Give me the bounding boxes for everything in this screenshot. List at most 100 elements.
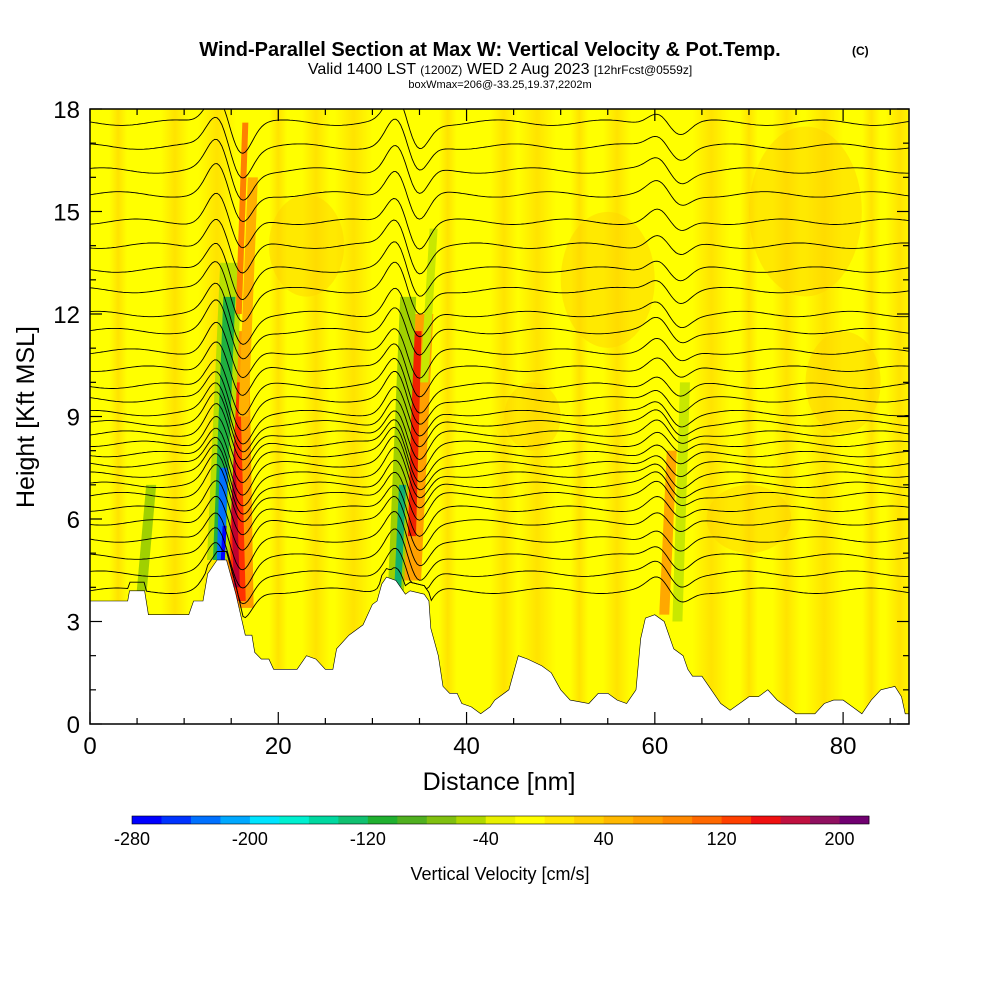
y-tick-label: 6	[67, 507, 80, 534]
updraft-column	[659, 450, 677, 615]
plot-area	[89, 108, 910, 725]
colorbar-swatch	[633, 816, 664, 824]
colorbar-swatch	[692, 816, 722, 824]
theta-contour	[90, 391, 909, 453]
velocity-patch	[560, 211, 655, 348]
colorbar-tick-label: 120	[707, 829, 737, 849]
downdraft-column	[672, 382, 690, 622]
velocity-patch	[504, 382, 561, 451]
theta-contours	[90, 109, 909, 619]
colorbar-swatch	[574, 816, 605, 824]
colorbar-swatch	[397, 816, 428, 824]
colorbar-swatch	[721, 816, 752, 824]
theta-contour	[90, 511, 909, 571]
updraft-band	[603, 109, 632, 724]
theta-contour	[90, 357, 909, 416]
chart-title-mark: (C)	[852, 44, 869, 58]
updraft-band	[862, 109, 881, 724]
theta-contour	[90, 480, 909, 537]
theta-contour	[90, 261, 909, 322]
terrain	[90, 559, 909, 724]
y-axis-label: Height [Kft MSL]	[12, 326, 40, 508]
downdraft-column	[136, 484, 157, 591]
updraft-band	[739, 109, 758, 724]
theta-contour	[90, 453, 909, 515]
colorbar-tick-label: 40	[594, 829, 614, 849]
colorbar-swatch	[161, 816, 192, 824]
box-info: boxWmax=206@-33.25,19.37,2202m	[408, 79, 591, 91]
updraft-band	[570, 109, 589, 724]
colorbar-swatch	[839, 816, 870, 824]
chart-subtitle: Valid 1400 LST (1200Z) WED 2 Aug 2023 [1…	[308, 61, 692, 78]
y-tick-label: 15	[53, 200, 80, 227]
colorbar-swatch	[279, 816, 310, 824]
colorbar-swatch	[426, 816, 457, 824]
theta-contour	[90, 192, 909, 250]
theta-contour	[90, 444, 909, 507]
updraft-band	[692, 109, 731, 724]
colorbar-swatch	[544, 816, 575, 824]
colorbar-swatch	[485, 816, 516, 824]
y-tick-label: 18	[53, 97, 80, 124]
theta-contour	[90, 219, 909, 275]
velocity-patch	[805, 331, 881, 434]
colorbar-swatch	[780, 816, 811, 824]
x-axis-label: Distance [nm]	[423, 768, 576, 796]
downdraft-column	[387, 296, 417, 591]
velocity-patch	[268, 194, 345, 297]
y-tick-label: 12	[53, 302, 80, 329]
colorbar-swatch	[810, 816, 840, 824]
y-tick-labels: 0 3 6 9 12 15 18	[53, 97, 80, 739]
colorbar-swatch	[751, 816, 781, 824]
y-tick-label: 3	[67, 610, 80, 637]
updraft-band	[109, 109, 128, 724]
colorbar-swatch	[308, 816, 339, 824]
theta-contour	[90, 109, 909, 154]
theta-contour	[90, 321, 909, 379]
velocity-patch	[749, 126, 862, 297]
updraft-band	[269, 109, 288, 724]
x-tick-label: 40	[453, 733, 480, 760]
theta-contour	[90, 282, 909, 345]
theta-contour	[90, 241, 909, 301]
colorbar-swatch	[338, 816, 369, 824]
theta-contour	[90, 527, 909, 589]
x-tick-labels: 0 20 40 60 80	[83, 733, 856, 760]
x-tick-label: 60	[641, 733, 668, 760]
y-tick-label: 0	[67, 712, 80, 739]
colorbar-tick-label: -200	[232, 829, 268, 849]
valid-zulu: (1200Z)	[420, 63, 462, 77]
theta-contour	[90, 495, 909, 551]
theta-contour	[90, 299, 909, 360]
colorbar-tick-labels: -280 -200 -120 -40 40 120 200	[114, 829, 855, 849]
theta-contour	[90, 403, 909, 461]
theta-contour	[90, 382, 909, 445]
colorbar-label: Vertical Velocity [cm/s]	[410, 864, 589, 884]
colorbar-swatch	[662, 816, 693, 824]
colorbar	[131, 815, 870, 825]
updraft-column	[238, 177, 258, 417]
colorbar-swatch	[456, 816, 487, 824]
velocity-patch	[706, 485, 792, 553]
colorbar-frame	[131, 815, 870, 825]
theta-contour	[90, 464, 909, 523]
theta-contour	[90, 341, 909, 398]
colorbar-tick-label: -280	[114, 829, 150, 849]
theta-contour	[90, 163, 909, 223]
colorbar-swatch	[132, 816, 162, 824]
colorbar-swatch	[220, 816, 251, 824]
colorbar-swatch	[190, 816, 221, 824]
theta-contour	[90, 116, 909, 179]
colorbar-swatch	[367, 816, 398, 824]
valid-date: WED 2 Aug 2023	[467, 61, 590, 78]
x-tick-label: 20	[265, 733, 292, 760]
theta-contour	[90, 370, 909, 432]
chart-title: Wind-Parallel Section at Max W: Vertical…	[199, 39, 780, 61]
updraft-column	[235, 122, 249, 315]
theta-contour	[90, 435, 909, 496]
colorbar-tick-label: -120	[350, 829, 386, 849]
theta-contour	[90, 542, 909, 605]
colorbar-swatch	[603, 816, 634, 824]
colorbar-tick-label: 200	[824, 829, 854, 849]
